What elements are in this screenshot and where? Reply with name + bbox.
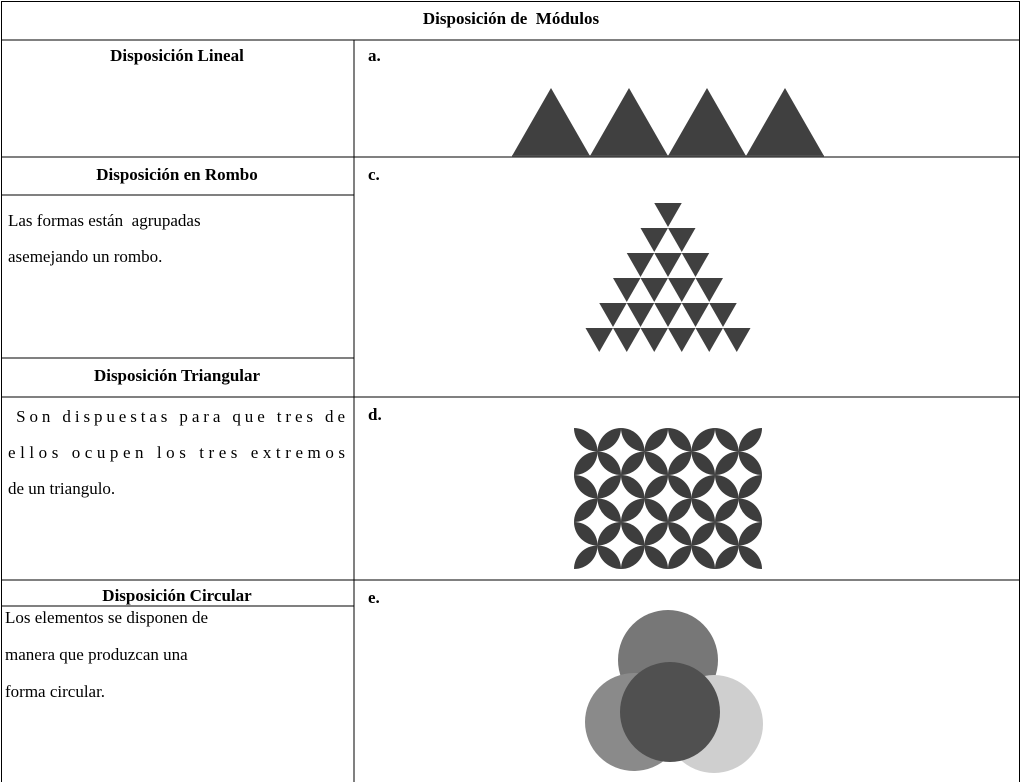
petal bbox=[668, 498, 692, 522]
table-title: Disposición de Módulos bbox=[423, 9, 600, 28]
petal bbox=[738, 475, 762, 499]
body-text: ellos ocupen los tres extremos bbox=[8, 443, 345, 462]
petal bbox=[644, 428, 668, 452]
petal bbox=[621, 522, 645, 546]
petal bbox=[574, 498, 598, 522]
petal bbox=[668, 522, 692, 546]
petal bbox=[621, 475, 645, 499]
petal bbox=[597, 475, 621, 499]
triangle bbox=[709, 303, 737, 327]
petal bbox=[574, 451, 598, 475]
petal bbox=[597, 545, 621, 569]
petal bbox=[691, 545, 715, 569]
body-text: Son dispuestas para que tres de bbox=[8, 407, 345, 426]
petal bbox=[691, 428, 715, 452]
petal bbox=[668, 475, 692, 499]
petal bbox=[715, 428, 739, 452]
petal bbox=[644, 451, 668, 475]
petal bbox=[621, 545, 645, 569]
triangle bbox=[668, 328, 696, 352]
triangle bbox=[695, 278, 723, 302]
figure-label: a. bbox=[368, 46, 381, 65]
triangle bbox=[640, 228, 668, 252]
petal bbox=[691, 522, 715, 546]
triangle bbox=[626, 303, 655, 327]
body-text: Las formas están agrupadas bbox=[8, 211, 201, 230]
triangle bbox=[723, 328, 751, 352]
petal bbox=[715, 475, 739, 499]
petal bbox=[574, 428, 598, 452]
petal bbox=[738, 451, 762, 475]
body-text: manera que produzcan una bbox=[5, 645, 188, 664]
petal bbox=[621, 451, 645, 475]
petal bbox=[691, 451, 715, 475]
row-heading: Disposición en Rombo bbox=[96, 165, 258, 184]
petal bbox=[738, 545, 762, 569]
petal bbox=[668, 545, 692, 569]
petal bbox=[621, 498, 645, 522]
petal bbox=[574, 475, 598, 499]
figure-label: e. bbox=[368, 588, 380, 607]
triangle bbox=[681, 303, 710, 327]
triangle bbox=[585, 328, 613, 352]
triangle bbox=[613, 328, 641, 352]
petal bbox=[644, 498, 668, 522]
triangle bbox=[681, 253, 710, 277]
petal-figure bbox=[574, 428, 762, 569]
triangle bbox=[668, 278, 696, 302]
row-subheading: Disposición Triangular bbox=[94, 366, 261, 385]
petal bbox=[715, 451, 739, 475]
petal bbox=[668, 451, 692, 475]
triangle bbox=[613, 278, 641, 302]
rhombus-figure bbox=[585, 203, 751, 352]
triangle bbox=[654, 253, 682, 277]
circular-figure bbox=[585, 610, 763, 773]
body-text: Los elementos se disponen de bbox=[5, 608, 208, 627]
triangle bbox=[654, 203, 682, 227]
linear-figure bbox=[512, 88, 824, 157]
petal bbox=[715, 498, 739, 522]
petal bbox=[715, 545, 739, 569]
petal bbox=[574, 545, 598, 569]
petal bbox=[668, 428, 692, 452]
petal bbox=[738, 428, 762, 452]
triangle bbox=[695, 328, 723, 352]
triangle bbox=[654, 303, 682, 327]
figure-label: c. bbox=[368, 165, 380, 184]
triangle bbox=[640, 328, 668, 352]
triangle bbox=[599, 303, 627, 327]
petal bbox=[597, 451, 621, 475]
row-heading: Disposición Circular bbox=[102, 586, 252, 605]
petal bbox=[691, 498, 715, 522]
petal bbox=[597, 522, 621, 546]
row-heading: Disposición Lineal bbox=[110, 46, 244, 65]
petal bbox=[621, 428, 645, 452]
triangle bbox=[626, 253, 655, 277]
petal bbox=[597, 428, 621, 452]
body-text: de un triangulo. bbox=[8, 479, 115, 498]
petal bbox=[597, 498, 621, 522]
figure-label: d. bbox=[368, 405, 382, 424]
body-text: forma circular. bbox=[5, 682, 105, 701]
petal bbox=[738, 498, 762, 522]
petal bbox=[691, 475, 715, 499]
petal bbox=[644, 545, 668, 569]
petal bbox=[715, 522, 739, 546]
body-text: asemejando un rombo. bbox=[8, 247, 162, 266]
petal bbox=[644, 475, 668, 499]
petal bbox=[738, 522, 762, 546]
petal bbox=[574, 522, 598, 546]
triangle bbox=[640, 278, 668, 302]
triangle bbox=[668, 228, 696, 252]
petal bbox=[644, 522, 668, 546]
